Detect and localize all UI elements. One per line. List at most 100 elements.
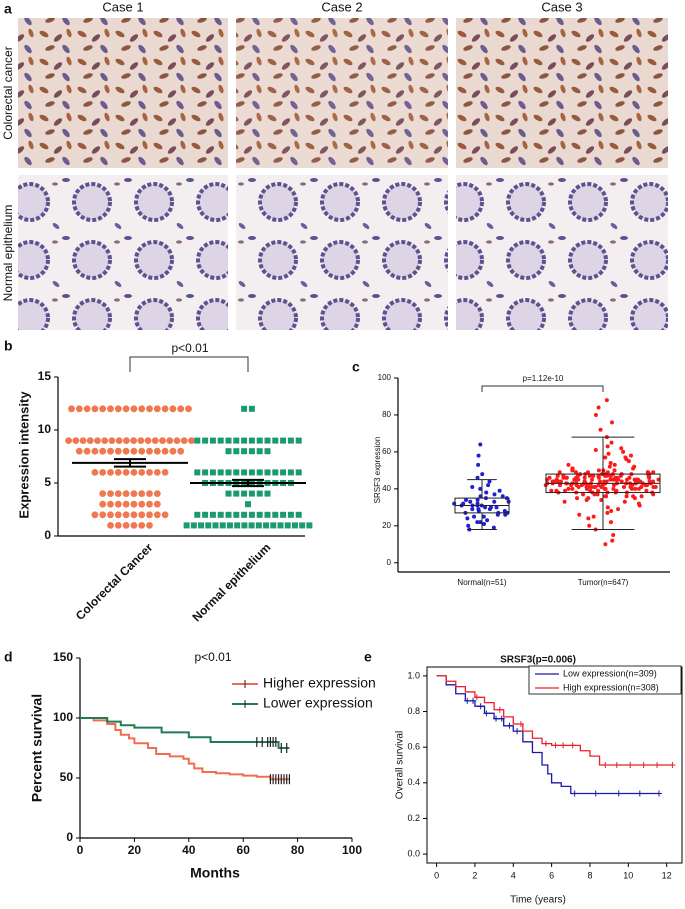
data-point	[466, 523, 471, 528]
data-point	[629, 453, 634, 458]
data-point	[217, 469, 224, 476]
data-point	[202, 511, 209, 518]
data-point	[86, 437, 94, 444]
data-point	[248, 448, 255, 455]
data-point	[217, 437, 224, 444]
data-point	[233, 511, 240, 518]
data-point	[161, 469, 169, 476]
data-point	[572, 477, 577, 482]
data-point	[138, 469, 146, 476]
data-point	[591, 473, 596, 478]
data-point	[570, 486, 575, 491]
panel-label: c	[352, 359, 360, 375]
x-tick-label: 20	[128, 843, 142, 857]
y-axis-label: Percent survival	[29, 694, 45, 802]
data-point	[287, 511, 294, 518]
data-point	[461, 501, 466, 506]
data-point	[65, 437, 73, 444]
y-tick-label: 10	[38, 422, 52, 436]
panel-label: d	[4, 649, 13, 665]
y-tick-label: 0	[387, 558, 392, 567]
data-point	[478, 520, 483, 525]
data-point	[248, 490, 255, 497]
data-point	[107, 405, 114, 413]
annotation: p<0.01	[194, 650, 231, 664]
x-tick-label: 40	[182, 843, 196, 857]
data-point	[245, 501, 251, 508]
data-point	[138, 447, 146, 455]
data-point	[185, 405, 192, 413]
data-point	[122, 511, 130, 519]
data-point	[476, 507, 481, 512]
data-point	[226, 522, 233, 529]
data-point	[494, 505, 499, 510]
data-point	[138, 511, 146, 519]
data-point	[146, 405, 153, 413]
censor-mark	[498, 715, 505, 722]
data-point	[194, 437, 201, 444]
data-point	[476, 453, 481, 458]
data-point	[609, 440, 614, 445]
data-point	[561, 475, 566, 480]
x-tick-label: 100	[342, 843, 362, 857]
data-point	[621, 485, 626, 490]
data-point	[463, 497, 468, 502]
column-label: Case 2	[321, 0, 362, 14]
data-point	[144, 437, 152, 444]
data-point	[602, 479, 607, 484]
data-point	[611, 483, 616, 488]
survival-curve	[80, 717, 290, 781]
data-point	[107, 500, 114, 508]
data-point	[83, 447, 91, 455]
data-point	[146, 447, 153, 455]
data-point	[647, 479, 652, 484]
x-tick-label: 4	[511, 870, 516, 880]
data-point	[569, 483, 574, 488]
data-point	[114, 490, 122, 497]
y-tick-label: 100	[378, 373, 392, 382]
data-point	[554, 477, 559, 482]
censor-mark	[514, 728, 521, 735]
x-tick-label: 0	[434, 870, 439, 880]
panel-label: a	[4, 1, 12, 17]
x-tick-label: 12	[662, 870, 672, 880]
censor-mark	[464, 697, 471, 704]
censor-mark	[640, 762, 647, 768]
data-point	[619, 479, 624, 484]
data-point	[99, 500, 107, 508]
data-point	[562, 499, 567, 504]
data-point	[478, 442, 483, 447]
data-point	[233, 448, 240, 455]
data-point	[99, 490, 107, 497]
censor-mark	[592, 790, 599, 797]
data-point	[264, 469, 271, 476]
x-tick-label: 60	[237, 843, 251, 857]
data-point	[605, 505, 610, 510]
y-tick-label: 20	[382, 521, 391, 530]
data-point	[295, 511, 302, 518]
censor-mark	[470, 697, 477, 704]
data-point	[161, 511, 169, 519]
data-point	[295, 469, 302, 476]
data-point	[122, 405, 130, 413]
data-point	[487, 479, 492, 484]
data-point	[159, 437, 166, 444]
data-point	[272, 511, 279, 518]
data-point	[605, 470, 610, 475]
data-point	[633, 486, 638, 491]
data-point	[470, 485, 475, 490]
data-point	[219, 522, 226, 529]
data-point	[169, 447, 177, 455]
data-point	[91, 405, 99, 413]
column-label: Case 1	[102, 0, 143, 14]
data-point	[634, 477, 639, 482]
data-point	[472, 514, 477, 519]
data-point	[108, 437, 116, 444]
tissue-image	[236, 175, 448, 330]
data-point	[598, 479, 603, 484]
significance-bracket	[481, 385, 604, 392]
data-point	[99, 469, 107, 476]
censor-mark	[493, 715, 500, 722]
data-point	[79, 437, 87, 444]
data-point	[180, 437, 188, 444]
